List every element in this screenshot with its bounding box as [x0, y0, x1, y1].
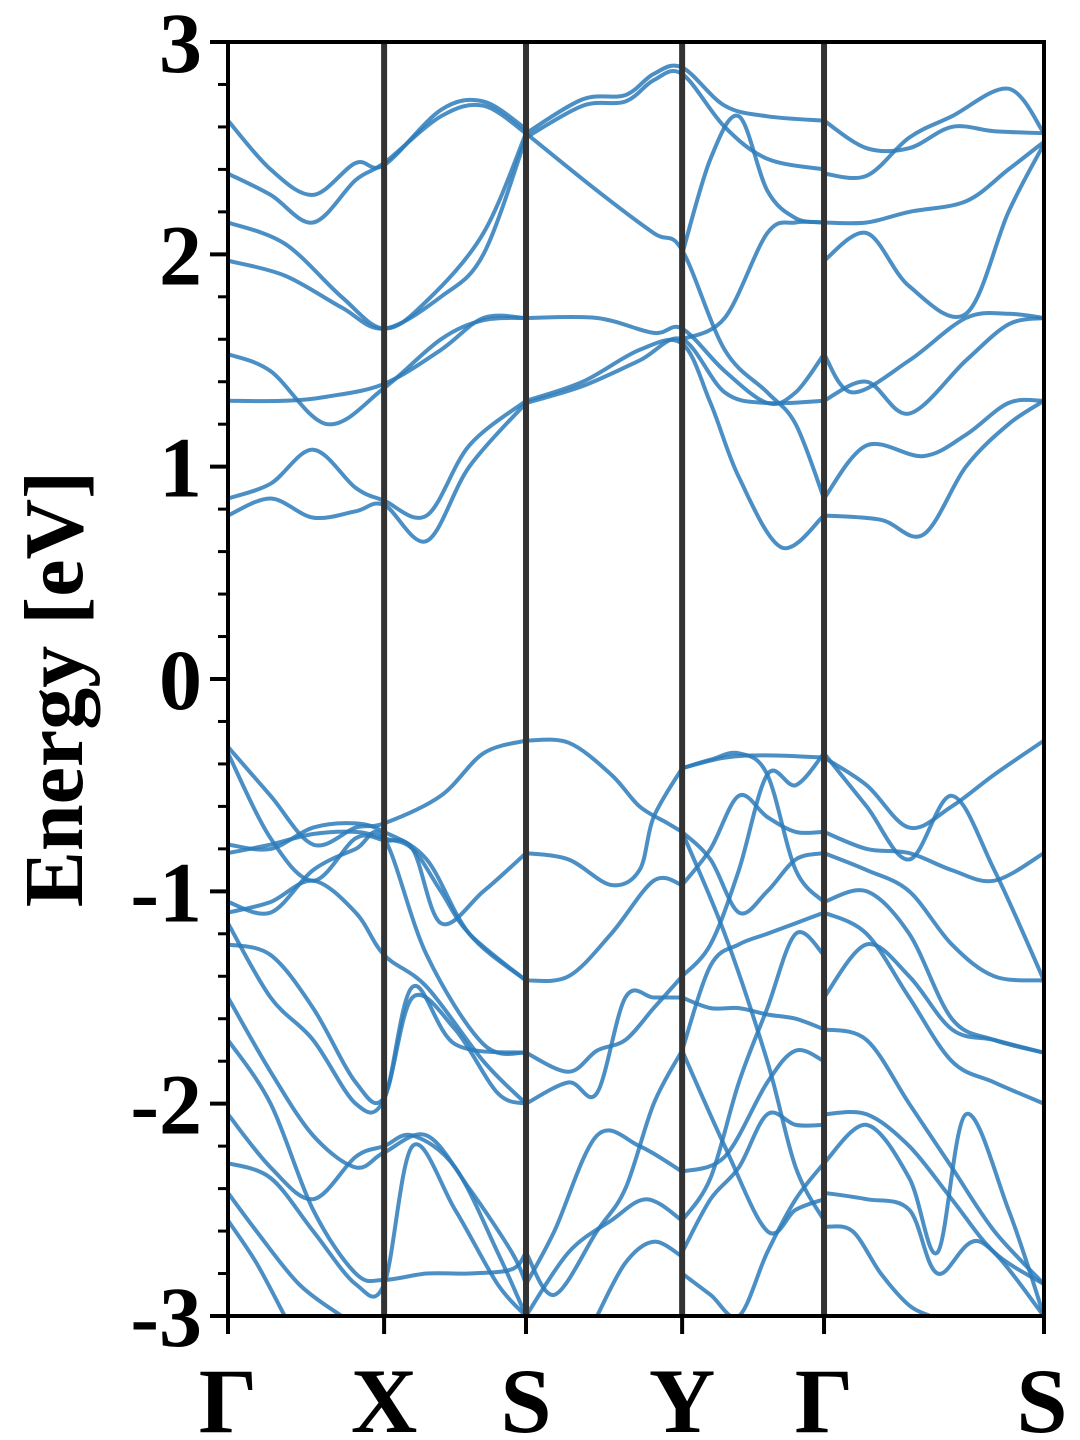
- band-line-34: [228, 1038, 528, 1284]
- y-tick-label: 0: [159, 632, 202, 728]
- band-line-63: [822, 829, 1044, 884]
- x-tick-label-1: X: [351, 1350, 417, 1440]
- band-line-35: [228, 1112, 528, 1316]
- band-line-62: [822, 751, 1044, 983]
- x-tick-label-2: S: [500, 1350, 551, 1440]
- band-line-19: [822, 316, 1044, 416]
- y-axis-ticks: -3 -2 -1 0 1 2 3: [130, 0, 228, 1365]
- band-line-59: [680, 1048, 826, 1236]
- band-line-22: [822, 139, 1044, 226]
- band-line-60: [680, 829, 826, 1223]
- band-line-24: [822, 118, 1044, 154]
- x-tick-label-5: S: [1016, 1350, 1067, 1440]
- band-line-15: [680, 113, 826, 257]
- band-line-70: [822, 1112, 1044, 1316]
- band-line-12: [524, 131, 826, 501]
- band-line-1: [228, 401, 528, 544]
- band-line-28: [228, 751, 528, 927]
- band-line-72: [822, 1224, 933, 1316]
- band-line-32: [228, 921, 528, 1115]
- band-line-42: [524, 974, 685, 1074]
- band-line-71: [822, 1190, 1044, 1316]
- x-tick-label-4: Γ: [795, 1350, 854, 1440]
- band-line-51: [680, 829, 826, 916]
- band-line-8: [228, 97, 528, 197]
- band-line-11: [524, 314, 826, 406]
- band-line-9: [524, 336, 826, 406]
- band-line-44: [524, 1128, 685, 1287]
- x-tick-label-0: Γ: [199, 1350, 258, 1440]
- band-line-31: [228, 942, 528, 1106]
- band-line-40: [524, 766, 685, 888]
- band-line-21: [822, 141, 1044, 319]
- band-line-45: [524, 1048, 685, 1297]
- band-line-67: [822, 942, 1044, 1055]
- band-line-64: [822, 851, 1044, 983]
- band-line-23: [822, 86, 1044, 181]
- y-tick-label: -1: [130, 844, 202, 940]
- band-line-55: [680, 1047, 826, 1174]
- band-line-50: [680, 792, 826, 887]
- band-line-16: [680, 219, 826, 342]
- band-line-39: [524, 737, 685, 834]
- band-line-18: [822, 397, 1044, 501]
- plot-frame: [226, 40, 1046, 1318]
- y-tick-label: 1: [159, 420, 202, 516]
- band-line-41: [524, 875, 685, 984]
- band-line-43: [524, 988, 685, 1106]
- y-tick-label: 3: [159, 0, 202, 91]
- band-line-47: [595, 1239, 685, 1316]
- band-line-4: [228, 315, 528, 427]
- y-tick-label: 2: [159, 207, 202, 303]
- band-line-30: [228, 878, 528, 1106]
- band-line-65: [822, 888, 1044, 1055]
- band-line-38: [228, 1218, 287, 1316]
- band-line-7: [228, 102, 528, 225]
- kpoint-lines: [381, 42, 828, 1316]
- band-line-20: [822, 310, 1044, 395]
- band-lines: [228, 63, 1044, 1316]
- y-tick-label: -3: [130, 1269, 202, 1365]
- y-tick-label: -2: [130, 1057, 202, 1153]
- band-line-46: [524, 1197, 685, 1316]
- band-line-66: [822, 910, 1044, 1106]
- band-line-56: [680, 930, 826, 1223]
- x-tick-label-3: Y: [649, 1350, 715, 1440]
- band-line-36: [228, 1142, 528, 1316]
- band-line-13: [524, 63, 826, 136]
- band-line-58: [680, 1161, 826, 1316]
- band-line-14: [524, 68, 826, 172]
- band-line-17: [822, 398, 1044, 539]
- band-line-49: [680, 753, 826, 771]
- y-axis-label: Energy [eV]: [8, 471, 101, 907]
- band-line-52: [680, 751, 826, 979]
- band-line-54: [680, 910, 826, 1053]
- band-line-37: [228, 1190, 344, 1316]
- band-line-68: [822, 1027, 1044, 1287]
- band-line-57: [680, 1110, 826, 1255]
- band-line-6: [228, 131, 528, 331]
- band-line-10: [524, 337, 826, 551]
- band-line-2: [228, 398, 528, 520]
